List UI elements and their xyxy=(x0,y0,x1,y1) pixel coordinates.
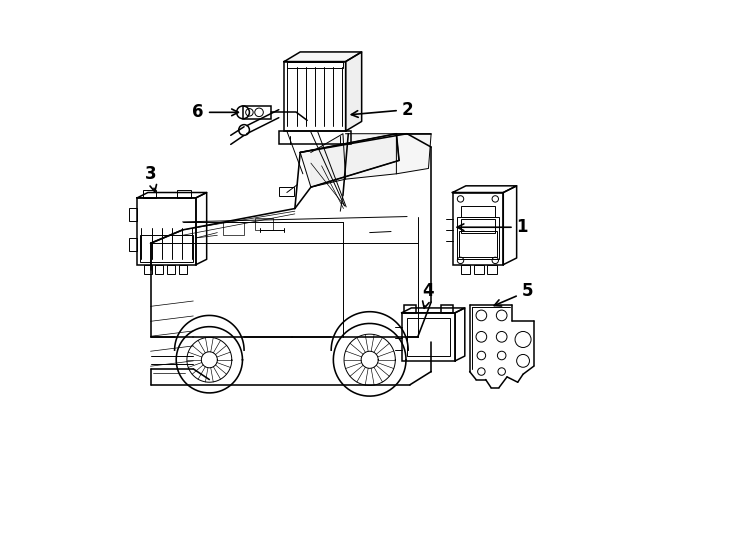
Bar xyxy=(401,313,455,361)
Polygon shape xyxy=(300,134,399,187)
Bar xyxy=(460,265,470,274)
Bar xyxy=(222,222,244,235)
Bar xyxy=(178,190,191,198)
Polygon shape xyxy=(311,134,346,187)
Bar xyxy=(457,217,499,259)
Bar xyxy=(404,305,416,313)
Text: 1: 1 xyxy=(457,218,528,236)
Text: 3: 3 xyxy=(145,165,156,192)
Bar xyxy=(459,231,497,256)
Bar xyxy=(453,192,504,265)
Bar xyxy=(243,106,271,119)
Bar xyxy=(279,187,294,196)
Bar xyxy=(279,131,351,144)
Bar xyxy=(407,318,450,355)
Bar xyxy=(179,265,187,274)
Polygon shape xyxy=(396,134,431,174)
Bar xyxy=(460,206,495,217)
Polygon shape xyxy=(284,52,362,62)
Text: 4: 4 xyxy=(423,282,435,308)
Text: 6: 6 xyxy=(192,103,239,122)
Bar xyxy=(144,265,152,274)
Polygon shape xyxy=(346,134,396,179)
Bar xyxy=(142,190,156,198)
Bar xyxy=(487,265,497,274)
Polygon shape xyxy=(346,52,362,131)
Text: 2: 2 xyxy=(352,100,413,119)
Bar xyxy=(255,218,274,230)
Bar xyxy=(287,62,343,68)
Bar xyxy=(460,219,495,233)
Bar xyxy=(140,235,193,262)
Bar xyxy=(129,208,137,221)
Bar xyxy=(156,265,164,274)
Bar xyxy=(474,265,484,274)
Bar xyxy=(284,62,346,131)
Bar xyxy=(137,198,196,265)
Bar xyxy=(167,265,175,274)
Bar xyxy=(440,305,453,313)
Bar xyxy=(129,238,137,251)
Text: 5: 5 xyxy=(494,282,533,306)
